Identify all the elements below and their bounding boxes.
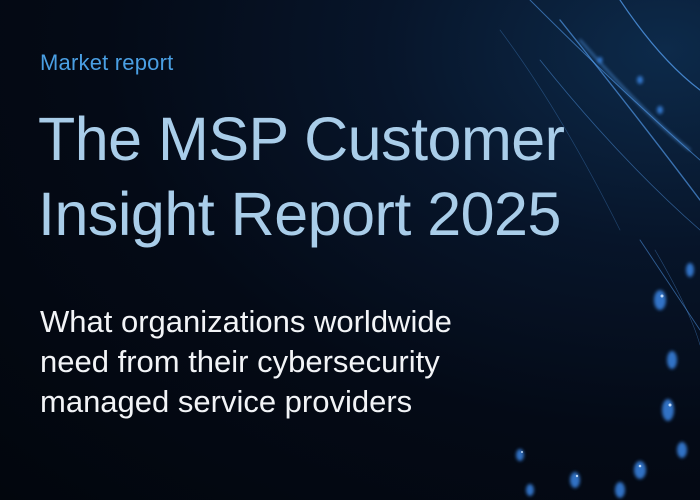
subtitle-line-1: What organizations worldwide: [40, 304, 452, 339]
subtitle-line-3: managed service providers: [40, 384, 413, 419]
report-subtitle: What organizations worldwide need from t…: [40, 302, 452, 422]
eyebrow-label: Market report: [40, 50, 174, 75]
subtitle-line-2: need from their cybersecurity: [40, 344, 440, 379]
title-line-2: Insight Report 2025: [38, 180, 561, 248]
title-line-1: The MSP Customer: [38, 105, 565, 173]
report-title: The MSP Customer Insight Report 2025: [38, 102, 565, 252]
